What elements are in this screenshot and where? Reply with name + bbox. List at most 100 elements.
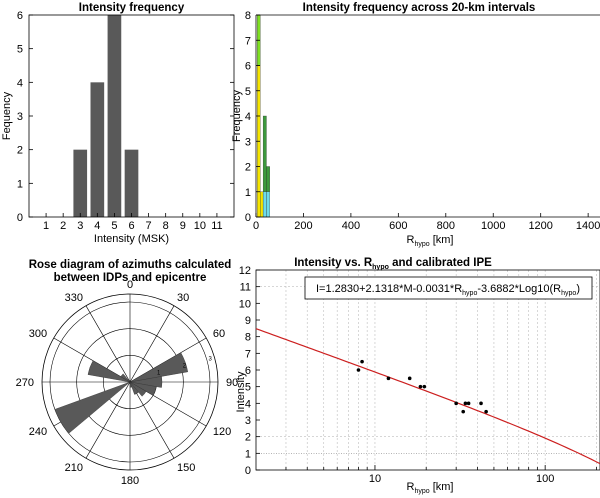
y-tick-label: 0 [245,212,251,224]
chart-subtitle: between IDPs and epicentre [54,272,207,284]
x-axis-label: Intensity (MSK) [94,233,169,245]
angle-label: 300 [29,328,47,340]
y-tick-label: 6 [17,10,23,22]
data-point [418,384,423,389]
x-axis-label-part: [km] [430,481,454,493]
chart-title-part: hypo [372,264,389,271]
x-axis-label-part: [km] [430,234,454,246]
equation-label-part: hypo [462,290,477,297]
fitted-curve [255,328,600,465]
y-tick-label: 5 [17,44,23,56]
bar [90,82,105,217]
interval-frequency-chart: Intensity frequency across 20-km interva… [231,2,600,248]
x-tick-label: 1200 [528,220,552,232]
y-tick-label: 1 [17,178,23,190]
angle-label: 330 [65,292,83,304]
rose-diagram: Rose diagram of azimuths calculatedbetwe… [16,259,239,487]
x-tick-label: 1 [43,220,49,232]
y-tick-label: 3 [17,111,23,123]
y-tick-label: 1 [245,187,251,199]
radial-tick-label: 3 [208,357,212,363]
stacked-bar-segment [266,191,270,218]
x-tick-label: 400 [342,220,360,232]
spoke [129,381,175,459]
x-tick-label: 8 [163,220,169,232]
azimuth-wedge [129,376,163,388]
radial-tick-label: 2 [183,363,187,369]
x-tick-label: 2 [60,220,66,232]
x-axis-label-part: R [407,234,415,246]
y-axis-label: Frequency [231,90,243,142]
data-point [360,359,364,364]
azimuth-wedge [129,381,157,396]
y-tick-label: 2 [245,162,251,174]
equation-box [304,276,593,300]
intensity-vs-distance-chart: Intensity vs. Rhypo and calibrated IPE01… [235,257,600,495]
y-tick-label: 3 [245,415,251,427]
y-axis-label: Fequency [1,91,13,140]
azimuth-wedge [129,381,147,397]
x-tick-label: 200 [294,220,312,232]
angle-label: 60 [213,328,225,340]
stacked-bar-segment [260,191,264,218]
y-tick-label: 12 [239,265,251,277]
azimuth-wedge [129,381,139,395]
angle-label: 90 [226,377,238,389]
x-tick-label: 3 [77,220,83,232]
angle-label: 240 [29,426,47,438]
y-tick-label: 5 [245,382,251,394]
equation-label: I=1.2830+2.1318*M-0.0031*Rhypo-3.6882*Lo… [316,283,580,297]
stacked-bar-segment [266,166,270,192]
data-point [386,376,391,381]
spoke [85,305,131,383]
equation-label-part: hypo [561,290,576,297]
y-tick-label: 7 [245,348,251,360]
x-tick-label: 4 [94,220,100,232]
azimuth-wedge [120,373,131,383]
data-point [463,401,468,406]
x-axis-label-part: R [407,481,415,493]
y-tick-label: 6 [245,61,251,73]
data-point [356,368,361,372]
x-tick-label: 800 [437,220,455,232]
data-point [479,401,483,406]
spoke [129,305,175,383]
y-tick-label: 8 [245,10,251,22]
y-axis-label: Intensity [235,371,247,412]
x-tick-label: 6 [128,220,134,232]
y-tick-label: 0 [245,465,251,477]
chart-title-part: and calibrated IPE [389,257,492,269]
data-point [466,401,471,406]
x-tick-label: 100 [536,473,554,485]
spoke [85,381,131,459]
y-tick-label: 3 [245,136,251,148]
x-axis-label: Rhypo [km] [407,481,454,495]
y-tick-label: 4 [17,77,23,89]
azimuth-wedge [54,381,131,434]
y-tick-label: 2 [245,432,251,444]
data-point [461,409,466,414]
bar [124,149,139,217]
y-tick-label: 8 [245,332,251,344]
y-tick-label: 6 [245,365,251,377]
x-tick-label: 1400 [576,220,600,232]
angle-label: 180 [121,475,139,487]
x-tick-label: 10 [369,473,381,485]
x-axis-label-part: hypo [414,488,429,495]
y-tick-label: 4 [245,111,251,123]
bar [107,15,122,217]
angle-label: 30 [177,292,189,304]
x-axis-label: Rhypo [km] [407,234,454,248]
data-point [454,401,458,406]
azimuth-wedge [129,352,189,383]
x-tick-label: 1000 [481,220,505,232]
data-point [407,376,412,381]
y-tick-label: 2 [17,145,23,157]
angle-label: 0 [127,279,133,291]
y-tick-label: 10 [239,298,251,310]
x-tick-label: 11 [211,220,222,232]
stacked-bar-segment [262,191,267,218]
x-tick-label: 0 [253,220,259,232]
